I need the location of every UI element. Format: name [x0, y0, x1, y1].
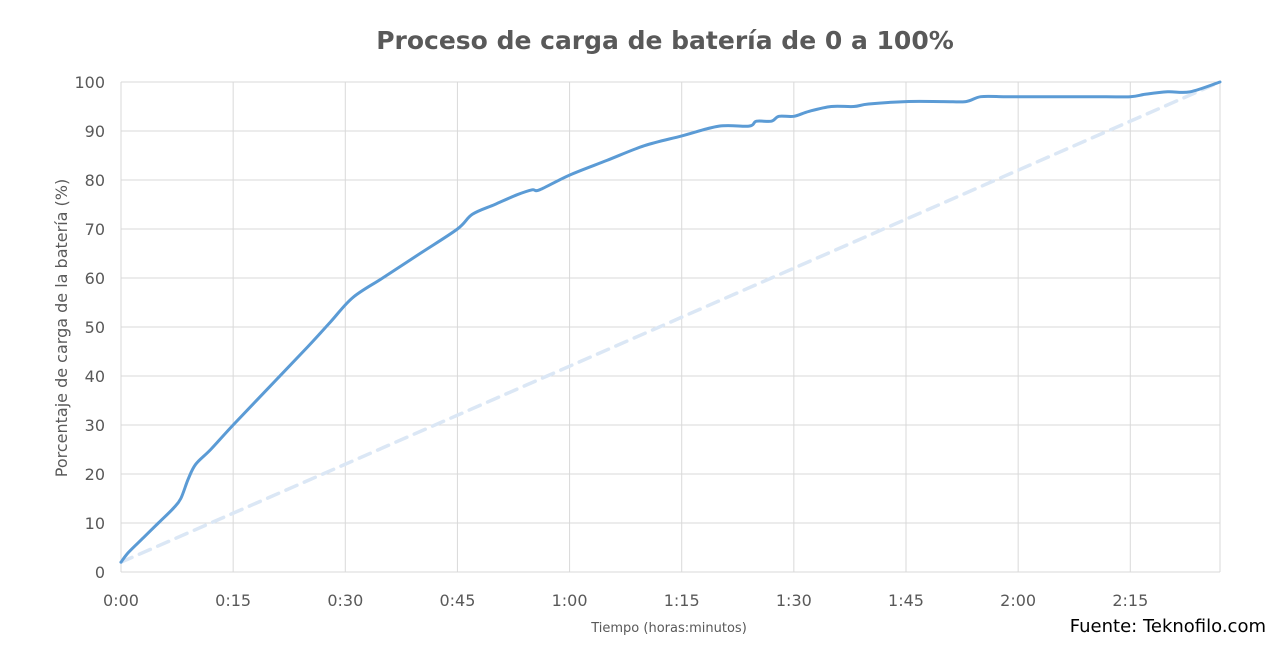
- x-tick-label: 0:30: [327, 591, 363, 610]
- y-tick-label: 100: [74, 73, 105, 92]
- x-axis-label: Tiempo (horas:minutos): [590, 621, 747, 636]
- y-tick-label: 10: [85, 514, 105, 533]
- series-lines: [119, 80, 1222, 564]
- x-tick-label: 0:45: [439, 591, 475, 610]
- y-tick-label: 50: [85, 318, 105, 337]
- y-tick-label: 0: [95, 563, 105, 582]
- reference-dashed-line: [119, 80, 1222, 564]
- x-tick-labels: 0:00 0:15 0:30 0:45 1:00 1:15 1:30 1:45 2:00 2:15: [103, 591, 1148, 610]
- grid-lines: [120, 81, 1221, 573]
- y-tick-label: 40: [85, 367, 105, 386]
- x-tick-label: 2:00: [1000, 591, 1036, 610]
- x-tick-label: 0:15: [215, 591, 251, 610]
- chart-title: Proceso de carga de batería de 0 a 100%: [376, 26, 954, 55]
- x-tick-label: 0:00: [103, 591, 139, 610]
- x-tick-label: 1:30: [776, 591, 812, 610]
- source-note: Fuente: Teknofilo.com: [1069, 616, 1266, 637]
- x-tick-label: 1:00: [552, 591, 588, 610]
- y-tick-label: 20: [85, 465, 105, 484]
- y-tick-labels: 0 10 20 30 40 50 60 70 80 90 100: [74, 73, 105, 582]
- y-tick-label: 80: [85, 171, 105, 190]
- y-axis-label: Porcentaje de carga de la batería (%): [52, 179, 71, 477]
- y-tick-label: 90: [85, 122, 105, 141]
- x-tick-label: 1:45: [888, 591, 924, 610]
- y-tick-label: 30: [85, 416, 105, 435]
- y-tick-label: 70: [85, 220, 105, 239]
- y-tick-label: 60: [85, 269, 105, 288]
- x-tick-label: 2:15: [1112, 591, 1148, 610]
- x-tick-label: 1:15: [664, 591, 700, 610]
- charge-curve-line: [119, 80, 1222, 564]
